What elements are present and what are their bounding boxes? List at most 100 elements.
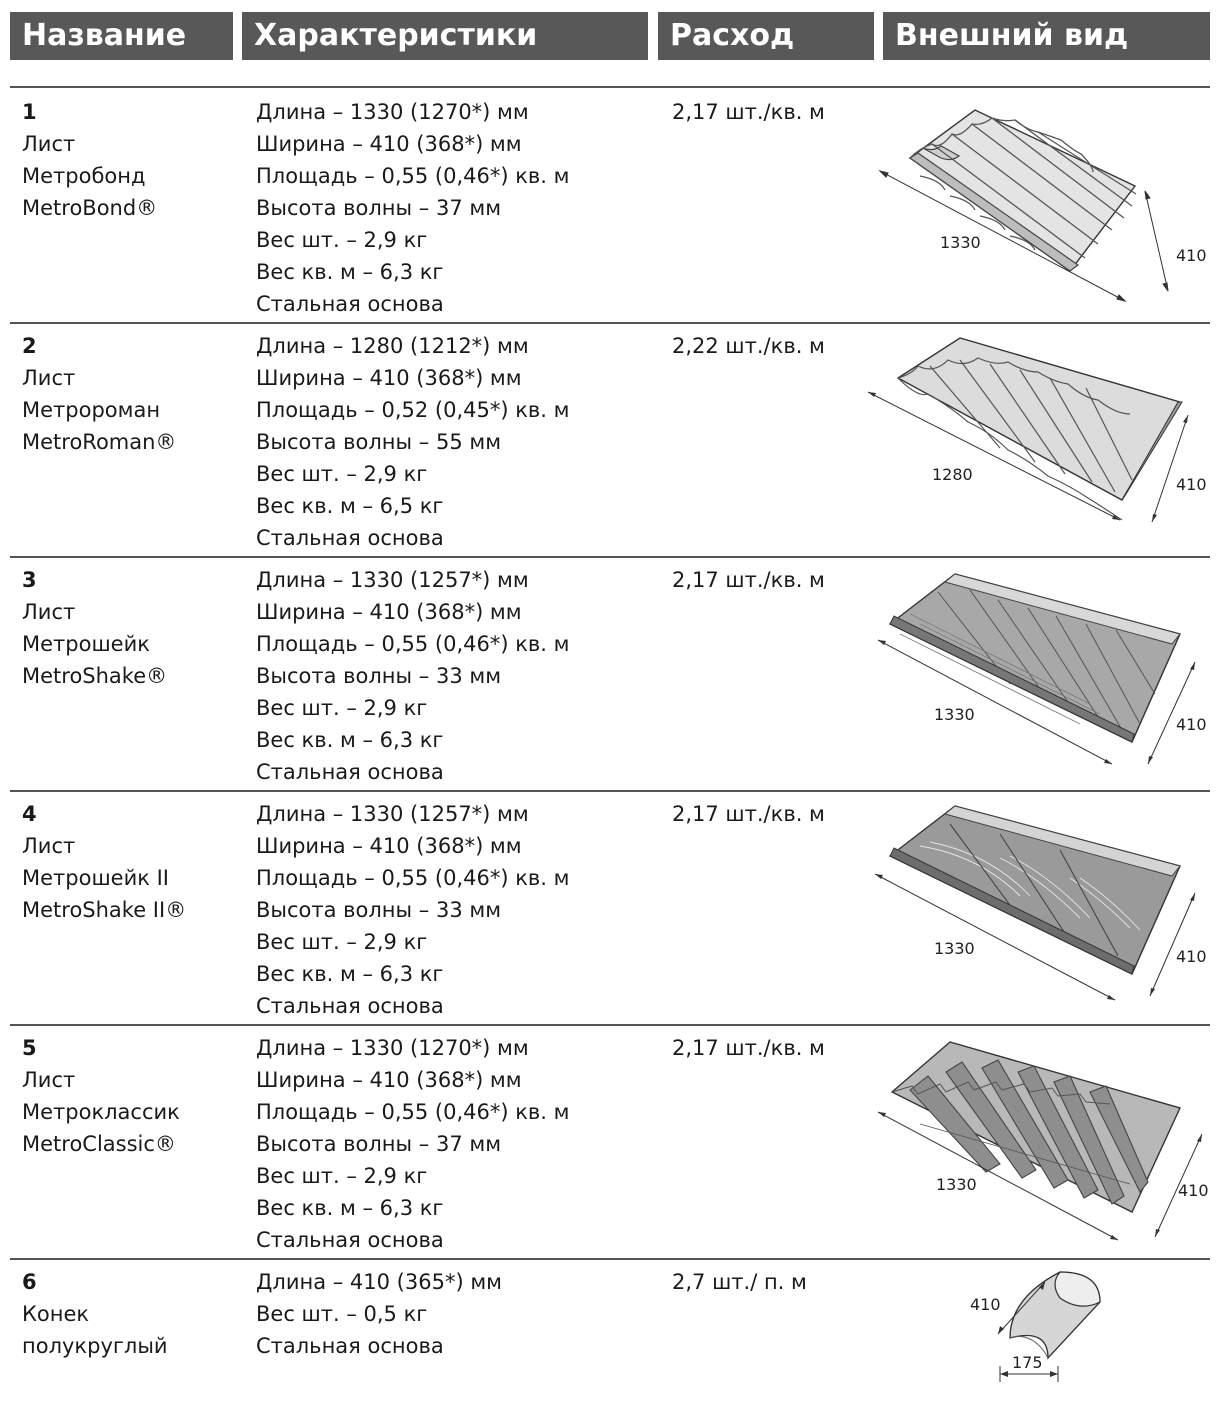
spec-line: Вес кв. м – 6,3 кг xyxy=(256,1196,444,1220)
spec-line: Площадь – 0,55 (0,46*) кв. м xyxy=(256,632,570,656)
product-name-cell: 1 Лист Метробонд MetroBond® xyxy=(22,96,242,224)
spec-line: Стальная основа xyxy=(256,526,444,550)
product-number: 3 xyxy=(22,568,37,592)
product-drawing: 410 175 xyxy=(850,1266,1210,1405)
product-name-line: MetroShake II® xyxy=(22,898,187,922)
spec-line: Длина – 1330 (1270*) мм xyxy=(256,1036,529,1060)
product-name-line: Лист xyxy=(22,132,76,156)
product-name-line: полукруглый xyxy=(22,1334,168,1358)
spec-line: Ширина – 410 (368*) мм xyxy=(256,834,522,858)
product-name-line: Конек xyxy=(22,1302,90,1326)
spec-line: Высота волны – 37 мм xyxy=(256,1132,502,1156)
spec-line: Высота волны – 37 мм xyxy=(256,196,502,220)
spec-line: Высота волны – 33 мм xyxy=(256,898,502,922)
product-usage-cell: 2,22 шт./кв. м xyxy=(672,330,882,362)
product-name-cell: 4 Лист Метрошейк II MetroShake II® xyxy=(22,798,242,926)
spec-line: Вес шт. – 2,9 кг xyxy=(256,696,428,720)
dimension-width-label: 410 xyxy=(1178,1181,1209,1200)
product-name-line: Лист xyxy=(22,600,76,624)
product-number: 4 xyxy=(22,802,37,826)
product-name-line: Метрошейк xyxy=(22,632,150,656)
usage-value: 2,17 шт./кв. м xyxy=(672,568,825,592)
product-specs-cell: Длина – 1330 (1257*) мм Ширина – 410 (36… xyxy=(256,798,656,1022)
spec-line: Стальная основа xyxy=(256,994,444,1018)
metroroman-sheet-drawing: 1280 410 xyxy=(867,337,1207,523)
product-name-line: Метроклассик xyxy=(22,1100,180,1124)
spec-line: Вес шт. – 2,9 кг xyxy=(256,930,428,954)
row-separator xyxy=(10,556,1210,558)
spec-line: Вес кв. м – 6,3 кг xyxy=(256,260,444,284)
metroshake-sheet-drawing: 1330 410 xyxy=(877,573,1207,765)
product-name-line: Лист xyxy=(22,366,76,390)
product-name-cell: 6 Конек полукруглый xyxy=(22,1266,242,1362)
row-separator xyxy=(10,86,1210,88)
product-name-line: MetroRoman® xyxy=(22,430,177,454)
dimension-width-label: 410 xyxy=(1176,475,1207,494)
product-drawing: 1330 410 xyxy=(850,564,1210,793)
dimension-length-label: 1330 xyxy=(940,233,981,252)
product-name-line: Лист xyxy=(22,834,76,858)
spec-line: Длина – 410 (365*) мм xyxy=(256,1270,503,1294)
product-number: 6 xyxy=(22,1270,37,1294)
product-drawing: 1330 410 xyxy=(850,798,1210,1027)
spec-line: Вес шт. – 0,5 кг xyxy=(256,1302,428,1326)
metroshake-ii-sheet-drawing: 1330 410 xyxy=(874,805,1207,1001)
usage-value: 2,7 шт./ п. м xyxy=(672,1270,807,1294)
product-name-line: MetroClassic® xyxy=(22,1132,176,1156)
product-name-line: Метробонд xyxy=(22,164,146,188)
header-specs: Характеристики xyxy=(242,12,648,60)
dimension-length-label: 1330 xyxy=(936,1175,977,1194)
spec-line: Вес кв. м – 6,5 кг xyxy=(256,494,444,518)
product-name-line: MetroBond® xyxy=(22,196,158,220)
spec-line: Площадь – 0,55 (0,46*) кв. м xyxy=(256,866,570,890)
product-specs-cell: Длина – 1280 (1212*) мм Ширина – 410 (36… xyxy=(256,330,656,554)
spec-line: Длина – 1280 (1212*) мм xyxy=(256,334,529,358)
spec-line: Вес кв. м – 6,3 кг xyxy=(256,728,444,752)
row-separator xyxy=(10,1258,1210,1260)
header-name: Название xyxy=(10,12,233,60)
spec-line: Ширина – 410 (368*) мм xyxy=(256,366,522,390)
ridge-cap-drawing: 410 175 xyxy=(970,1271,1101,1382)
row-separator xyxy=(10,790,1210,792)
spec-line: Площадь – 0,55 (0,46*) кв. м xyxy=(256,164,570,188)
usage-value: 2,17 шт./кв. м xyxy=(672,802,825,826)
dimension-length-label: 410 xyxy=(970,1295,1001,1314)
header-appearance: Внешний вид xyxy=(883,12,1210,60)
product-name-line: Лист xyxy=(22,1068,76,1092)
product-drawing: 1330 410 xyxy=(850,96,1210,325)
dimension-length-label: 1280 xyxy=(932,465,973,484)
product-usage-cell: 2,17 шт./кв. м xyxy=(672,96,882,128)
product-number: 5 xyxy=(22,1036,37,1060)
spec-line: Ширина – 410 (368*) мм xyxy=(256,1068,522,1092)
product-usage-cell: 2,17 шт./кв. м xyxy=(672,564,882,596)
dimension-width-label: 410 xyxy=(1176,947,1207,966)
product-specs-cell: Длина – 1330 (1270*) мм Ширина – 410 (36… xyxy=(256,1032,656,1256)
product-usage-cell: 2,17 шт./кв. м xyxy=(672,1032,882,1064)
usage-value: 2,17 шт./кв. м xyxy=(672,1036,825,1060)
product-drawing: 1330 410 xyxy=(850,1032,1210,1261)
product-row-5: 5 Лист Метроклассик MetroClassic® Длина … xyxy=(10,1032,1210,1256)
row-separator xyxy=(10,1024,1210,1026)
spec-line: Высота волны – 55 мм xyxy=(256,430,502,454)
spec-line: Вес кв. м – 6,3 кг xyxy=(256,962,444,986)
product-name-line: Метророман xyxy=(22,398,161,422)
product-row-6: 6 Конек полукруглый Длина – 410 (365*) м… xyxy=(10,1266,1210,1396)
spec-line: Ширина – 410 (368*) мм xyxy=(256,600,522,624)
product-name-cell: 5 Лист Метроклассик MetroClassic® xyxy=(22,1032,242,1160)
spec-line: Длина – 1330 (1270*) мм xyxy=(256,100,529,124)
product-row-4: 4 Лист Метрошейк II MetroShake II® Длина… xyxy=(10,798,1210,1022)
product-drawing: 1280 410 xyxy=(850,330,1210,559)
spec-line: Площадь – 0,52 (0,45*) кв. м xyxy=(256,398,570,422)
spec-line: Стальная основа xyxy=(256,760,444,784)
product-specs-cell: Длина – 1330 (1257*) мм Ширина – 410 (36… xyxy=(256,564,656,788)
product-usage-cell: 2,7 шт./ п. м xyxy=(672,1266,882,1298)
product-number: 1 xyxy=(22,100,37,124)
dimension-length-label: 1330 xyxy=(934,705,975,724)
product-name-line: Метрошейк II xyxy=(22,866,169,890)
product-row-2: 2 Лист Метророман MetroRoman® Длина – 12… xyxy=(10,330,1210,554)
spec-line: Стальная основа xyxy=(256,292,444,316)
metroclassic-sheet-drawing: 1330 410 xyxy=(877,1041,1209,1241)
spec-line: Стальная основа xyxy=(256,1228,444,1252)
usage-value: 2,22 шт./кв. м xyxy=(672,334,825,358)
product-row-1: 1 Лист Метробонд MetroBond® Длина – 1330… xyxy=(10,96,1210,320)
